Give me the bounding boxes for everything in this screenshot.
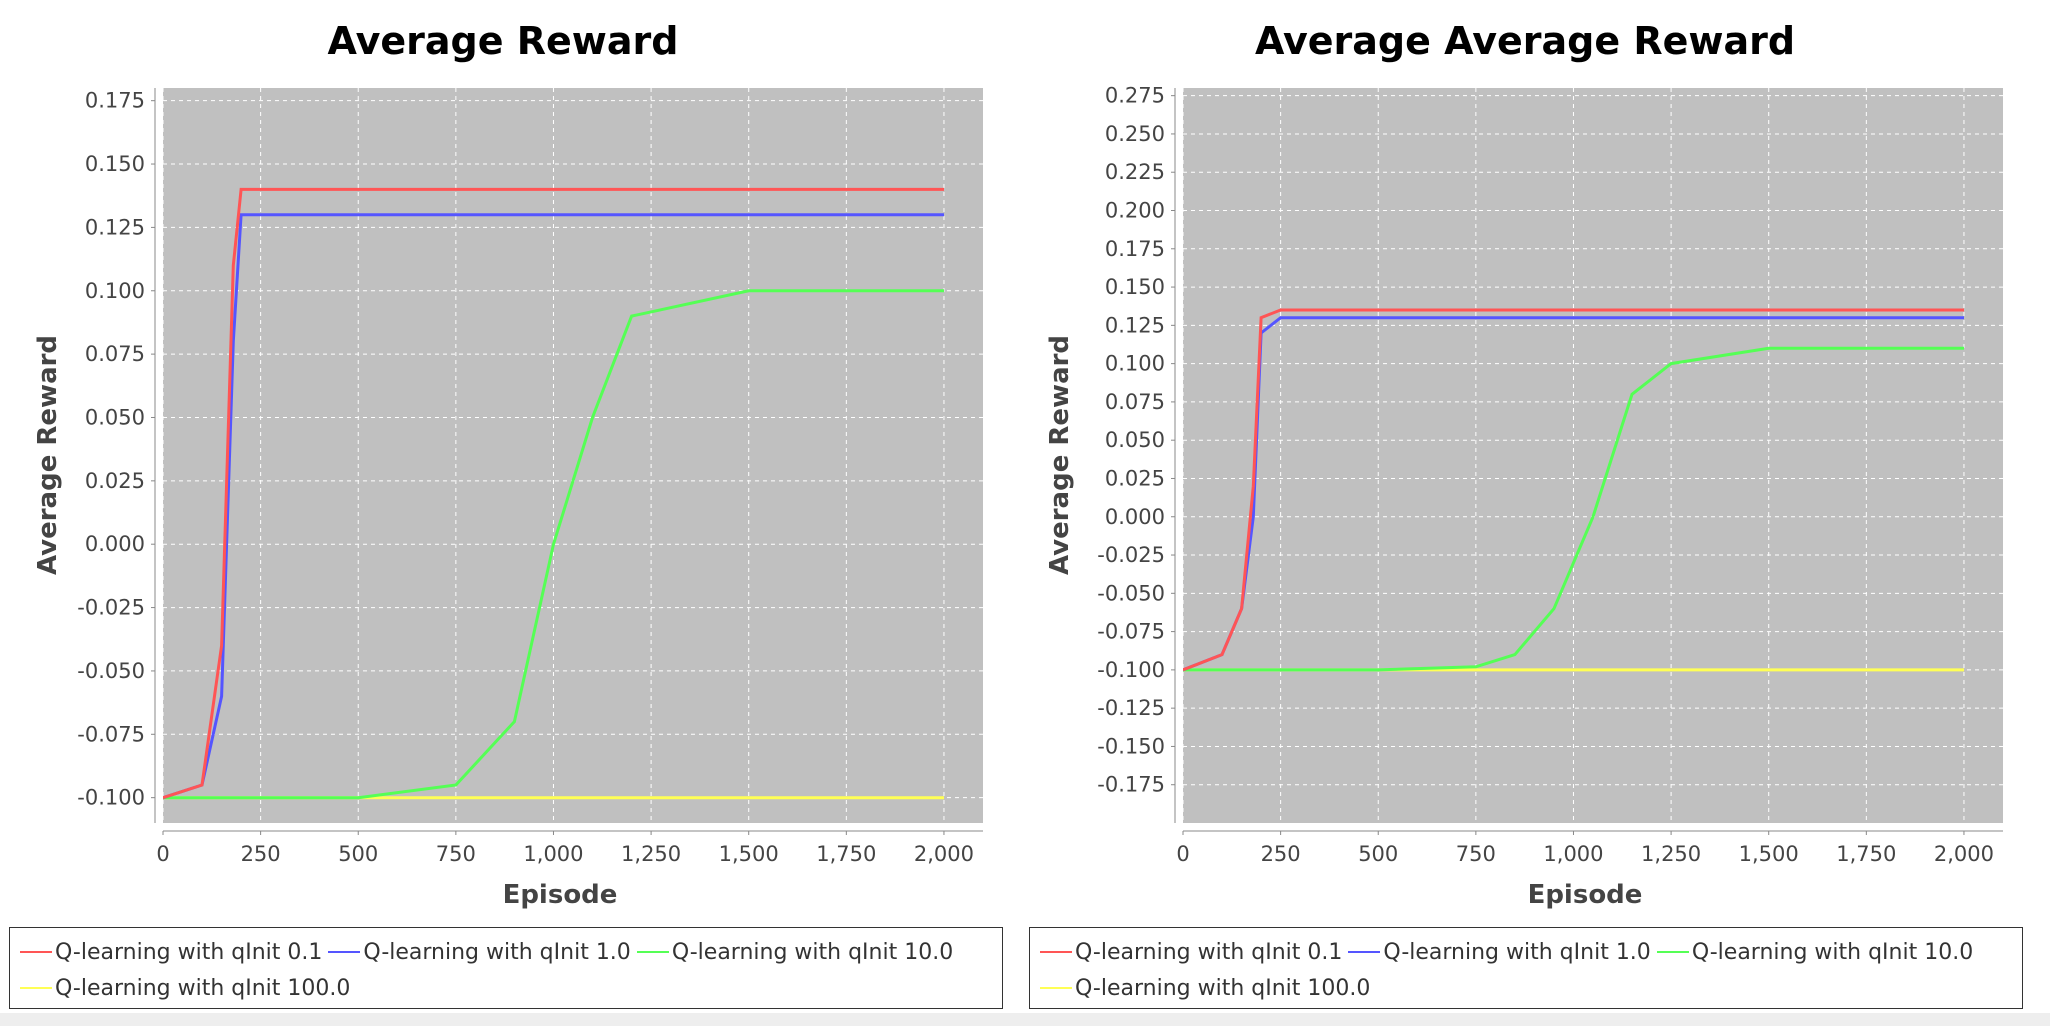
y-tick-label: -0.050 [77, 659, 145, 683]
y-tick-label: -0.100 [1097, 658, 1165, 682]
legend-label: Q-learning with qInit 0.1 [55, 939, 323, 965]
x-tick-label: 750 [436, 842, 476, 866]
legend-swatch [20, 951, 52, 953]
legend: Q-learning with qInit 0.1 Q-learning with… [9, 927, 1003, 1009]
series-line-1 [163, 187, 944, 800]
y-tick-label: -0.075 [77, 722, 145, 746]
x-tick-label: 2,000 [1934, 842, 1994, 866]
legend-label: Q-learning with qInit 10.0 [1691, 939, 1974, 965]
x-tick-label: 1,750 [1836, 842, 1896, 866]
legend-label: Q-learning with qInit 1.0 [1383, 939, 1651, 965]
y-tick-label: 0.000 [85, 532, 145, 556]
x-axis-label: Episode [503, 880, 618, 910]
chart-average-average-reward: Average Average Reward -0.175 -0.150 -0.12… [1045, 19, 2003, 910]
y-tick-label: 0.000 [1105, 505, 1165, 529]
x-tick-label: 0 [1176, 842, 1189, 866]
legend-swatch [20, 987, 52, 989]
y-tick-label: -0.150 [1097, 734, 1165, 758]
y-tick-label: 0.150 [1105, 275, 1165, 299]
y-tick-label: 0.050 [85, 405, 145, 429]
x-tick-label: 250 [1261, 842, 1301, 866]
x-tick-label: 1,250 [621, 842, 681, 866]
y-axis: -0.175 -0.150 -0.125 -0.100 -0.075 -0.050 -0.0… [1097, 84, 1176, 823]
legend-label: Q-learning with qInit 10.0 [671, 939, 954, 965]
legend-label: Q-learning with qInit 100.0 [1075, 975, 1371, 1001]
plot-background [163, 88, 983, 823]
legend-swatch [328, 951, 361, 953]
series-line-3 [1183, 346, 1964, 672]
chart-panel-average-average-reward: Average Average Reward -0.175 -0.150 -0.12… [1025, 0, 2050, 1026]
y-tick-label: 0.025 [85, 469, 145, 493]
legend-swatch [636, 951, 669, 953]
legend-item-3: Q-learning with qInit 10.0 [1656, 934, 1974, 970]
legend-item-4: Q-learning with qInit 100.0 [20, 970, 350, 1006]
y-tick-label: -0.175 [1097, 773, 1165, 797]
legend-label: Q-learning with qInit 0.1 [1075, 939, 1343, 965]
plot-area [1182, 88, 2003, 823]
y-tick-label: 0.250 [1105, 122, 1165, 146]
legend-item-4: Q-learning with qInit 100.0 [1040, 970, 1370, 1006]
legend-item-2: Q-learning with qInit 1.0 [328, 934, 631, 970]
legend-item-3: Q-learning with qInit 10.0 [636, 934, 954, 970]
y-tick-label: 0.025 [1105, 466, 1165, 490]
legend-label: Q-learning with qInit 1.0 [363, 939, 631, 965]
x-tick-label: 1,000 [523, 842, 583, 866]
x-axis: 0 250 500 750 1,000 1,250 1,500 1,750 2,000 [156, 830, 983, 866]
y-tick-label: -0.025 [77, 596, 145, 620]
y-tick-label: 0.100 [85, 279, 145, 303]
legend-swatch [1656, 951, 1689, 953]
y-tick-label: -0.125 [1097, 696, 1165, 720]
y-tick-label: 0.275 [1105, 84, 1165, 108]
y-axis-label: Average Reward [1045, 335, 1075, 575]
y-tick-label: 0.050 [1105, 428, 1165, 452]
y-tick-label: 0.075 [1105, 390, 1165, 414]
x-axis: 0 250 500 750 1,000 1,250 1,500 1,750 2,000 [1176, 830, 2003, 866]
y-tick-label: 0.125 [1105, 313, 1165, 337]
series-line-1 [1183, 308, 1964, 672]
plot-area [162, 88, 983, 823]
legend-swatch [1040, 987, 1072, 989]
y-tick-label: 0.100 [1105, 352, 1165, 376]
y-tick-label: -0.100 [77, 786, 145, 810]
x-tick-label: 0 [156, 842, 169, 866]
y-tick-label: -0.025 [1097, 543, 1165, 567]
series-line-3 [163, 289, 944, 800]
y-tick-label: 0.200 [1105, 199, 1165, 223]
chart-title: Average Reward [328, 19, 679, 63]
x-tick-label: 750 [1456, 842, 1496, 866]
legend-item-1: Q-learning with qInit 0.1 [20, 934, 322, 970]
plot-background [1183, 88, 2003, 823]
legend: Q-learning with qInit 0.1 Q-learning with… [1029, 927, 2023, 1009]
y-tick-label: 0.075 [85, 342, 145, 366]
y-tick-label: 0.175 [85, 89, 145, 113]
y-tick-label: -0.075 [1097, 620, 1165, 644]
chart-panel-average-reward: Average Reward -0.100 -0.075 -0.050 -0.025 0… [9, 19, 1003, 1009]
x-tick-label: 500 [338, 842, 378, 866]
series-line-2 [163, 213, 944, 800]
x-tick-label: 1,250 [1641, 842, 1701, 866]
legend-swatch [1040, 951, 1072, 953]
x-axis-label: Episode [1528, 880, 1643, 910]
x-tick-label: 1,750 [816, 842, 876, 866]
chart-average-reward: Average Reward -0.100 -0.075 -0.050 -0.025 0… [33, 19, 983, 910]
x-tick-label: 1,000 [1543, 842, 1603, 866]
chart-title: Average Average Reward [1255, 19, 1795, 63]
x-tick-label: 1,500 [719, 842, 779, 866]
x-tick-label: 250 [241, 842, 281, 866]
y-tick-label: 0.225 [1105, 160, 1165, 184]
legend-label: Q-learning with qInit 100.0 [55, 975, 351, 1001]
y-tick-label: 0.150 [85, 152, 145, 176]
x-tick-label: 2,000 [914, 842, 974, 866]
y-tick-label: 0.175 [1105, 237, 1165, 261]
y-tick-label: 0.125 [85, 215, 145, 239]
legend-item-2: Q-learning with qInit 1.0 [1348, 934, 1651, 970]
x-tick-label: 500 [1358, 842, 1398, 866]
y-axis: -0.100 -0.075 -0.050 -0.025 0.000 0.025 0.050 0… [77, 88, 156, 823]
legend-swatch [1348, 951, 1381, 953]
window-bottom-strip [0, 1013, 2050, 1026]
y-axis-label: Average Reward [33, 335, 63, 575]
legend-item-1: Q-learning with qInit 0.1 [1040, 934, 1342, 970]
y-tick-label: -0.050 [1097, 581, 1165, 605]
x-tick-label: 1,500 [1739, 842, 1799, 866]
